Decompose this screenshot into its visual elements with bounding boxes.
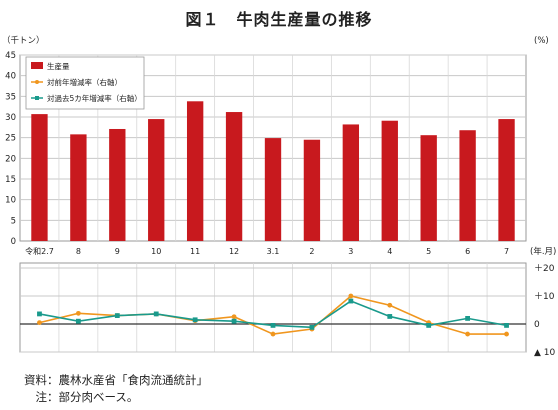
- point-yoy: [504, 331, 509, 337]
- bar-production: [303, 139, 321, 241]
- legend-box: [25, 56, 145, 110]
- bar-production: [225, 112, 243, 241]
- x-tick-label: 11: [190, 247, 200, 256]
- chart-title: 図１ 牛肉生産量の推移: [185, 10, 373, 29]
- point-5yr: [153, 311, 159, 317]
- point-yoy: [270, 331, 276, 337]
- point-yoy: [37, 320, 42, 325]
- point-5yr: [192, 317, 198, 323]
- x-tick-label: 4: [387, 247, 392, 256]
- x-tick-label: 令和2.7: [25, 246, 54, 256]
- point-yoy: [231, 314, 237, 320]
- bar-production: [459, 130, 476, 241]
- point-yoy: [387, 302, 393, 308]
- x-tick-label: 8: [76, 247, 81, 256]
- point-yoy: [75, 310, 81, 316]
- x-tick-label: 5: [426, 247, 431, 256]
- bar-production: [498, 119, 515, 241]
- x-tick-label: 10: [151, 247, 161, 256]
- point-5yr: [114, 313, 120, 318]
- point-yoy: [348, 293, 354, 299]
- left-tick-label: 35: [5, 92, 16, 102]
- legend-label: 生産量: [47, 61, 70, 71]
- point-5yr: [348, 298, 354, 304]
- point-5yr: [426, 323, 432, 328]
- bar-production: [186, 101, 204, 241]
- left-tick-label: 15: [5, 175, 16, 185]
- source-note: 資料：農林水産省「食肉流通統計」: [24, 373, 208, 387]
- left-axis-unit: （千トン）: [2, 35, 45, 46]
- x-tick-label: 9: [115, 247, 120, 256]
- bar-production: [70, 134, 87, 241]
- right-tick-label: 0: [534, 320, 540, 330]
- left-tick-label: 5: [11, 216, 16, 226]
- legend-swatch-marker: [35, 80, 39, 84]
- left-tick-label: 40: [5, 72, 16, 82]
- right-axis-unit: (%): [534, 36, 549, 46]
- bar-production: [31, 114, 48, 241]
- right-tick-label: ＋10: [534, 291, 555, 302]
- point-yoy: [465, 331, 471, 337]
- left-tick-label: 45: [5, 51, 16, 61]
- legend-swatch-bar: [31, 62, 43, 69]
- lower-plot-area: [19, 262, 527, 353]
- left-tick-label: 10: [5, 196, 16, 206]
- legend-label: 対前年増減率（右軸）: [47, 77, 122, 87]
- bar-production: [148, 119, 165, 241]
- bar-production: [420, 135, 437, 241]
- bar-production: [342, 124, 360, 241]
- right-tick-label: ＋20: [534, 263, 555, 274]
- x-tick-label: 12: [229, 247, 239, 256]
- point-5yr: [465, 316, 471, 321]
- notes: 資料：農林水産省「食肉流通統計」 注：部分肉ベース。: [24, 372, 208, 406]
- point-5yr: [37, 311, 42, 317]
- x-tick-label: 2: [309, 247, 314, 256]
- point-5yr: [309, 324, 315, 330]
- legend-swatch-marker: [35, 96, 39, 100]
- footnote: 注：部分肉ベース。: [24, 390, 139, 404]
- x-tick-label: 3: [348, 247, 353, 256]
- bar-production: [381, 120, 398, 241]
- point-5yr: [270, 323, 276, 328]
- bar-production: [264, 138, 282, 241]
- bar-production: [109, 128, 126, 241]
- right-tick-label: ▲ 10: [534, 348, 556, 358]
- x-tick-label: 3.1: [267, 247, 280, 256]
- left-tick-label: 0: [11, 237, 16, 247]
- point-5yr: [231, 318, 237, 324]
- point-5yr: [504, 323, 509, 328]
- left-tick-label: 30: [5, 113, 16, 123]
- point-5yr: [75, 318, 81, 324]
- legend-label: 対過去5カ年増減率（右軸）: [47, 93, 142, 103]
- x-tick-label: 6: [465, 247, 470, 256]
- x-tick-label: 7: [504, 247, 509, 256]
- left-tick-label: 20: [5, 154, 16, 164]
- point-5yr: [387, 314, 393, 319]
- left-tick-label: 25: [5, 134, 16, 144]
- x-axis-unit: (年.月): [530, 246, 556, 257]
